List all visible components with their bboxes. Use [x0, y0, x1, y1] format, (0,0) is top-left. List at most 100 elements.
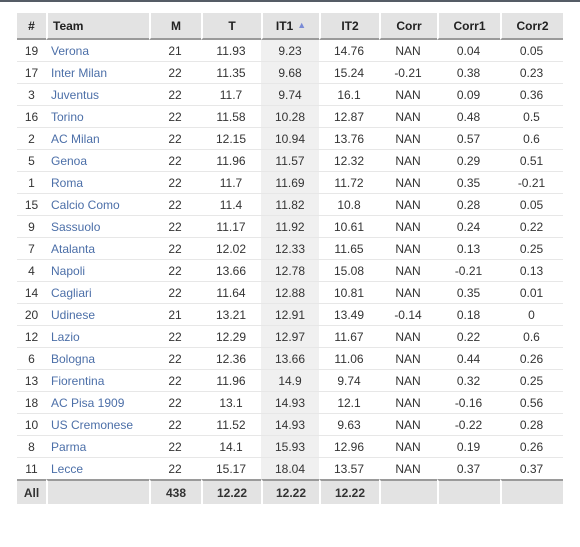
- column-header-corr2[interactable]: Corr2: [500, 13, 563, 40]
- cell-t: 12.29: [201, 326, 261, 348]
- cell-corr2: 0.26: [500, 436, 563, 458]
- column-header-t[interactable]: T: [201, 13, 261, 40]
- cell-t: 11.35: [201, 62, 261, 84]
- team-link[interactable]: Torino: [46, 106, 149, 128]
- team-link[interactable]: AC Milan: [46, 128, 149, 150]
- team-link[interactable]: Cagliari: [46, 282, 149, 304]
- cell-it1: 12.33: [261, 238, 319, 260]
- cell-it2: 9.74: [319, 370, 379, 392]
- cell-m: 22: [149, 260, 201, 282]
- cell-corr: NAN: [379, 260, 437, 282]
- cell-m: 22: [168, 461, 182, 476]
- column-header-team[interactable]: Team: [46, 13, 149, 40]
- team-link[interactable]: Udinese: [46, 304, 149, 326]
- cell-corr1: 0.24: [437, 216, 500, 238]
- cell-it2: 10.61: [319, 216, 379, 238]
- totals-t: 12.22: [201, 479, 261, 504]
- team-link[interactable]: Lazio: [46, 326, 149, 348]
- table-row: 14 Cagliari 22 11.64 12.88 10.81 NAN 0.35 0.01: [17, 282, 563, 304]
- cell-m: 22: [149, 370, 201, 392]
- column-header-corr1[interactable]: Corr1: [437, 13, 500, 40]
- table-row: 8 Parma 22 14.1 15.93 12.96 NAN 0.19 0.26: [17, 436, 563, 458]
- cell-rank: 13: [17, 370, 46, 392]
- cell-corr2: 0.01: [500, 282, 563, 304]
- cell-it1: 11.82: [261, 194, 319, 216]
- team-link[interactable]: Juventus: [46, 84, 149, 106]
- cell-t: 13.66: [201, 260, 261, 282]
- cell-corr2: 0.5: [500, 106, 563, 128]
- cell-rank: 1: [17, 172, 46, 194]
- cell-corr2: 0.51: [500, 150, 563, 172]
- cell-t: 11.64: [201, 282, 261, 304]
- cell-it2: 12.1: [319, 392, 379, 414]
- team-link[interactable]: Roma: [46, 172, 149, 194]
- team-link[interactable]: Atalanta: [46, 238, 149, 260]
- cell-corr1: -0.22: [437, 414, 500, 436]
- team-link[interactable]: Sassuolo: [46, 216, 149, 238]
- team-link[interactable]: Calcio Como: [46, 194, 149, 216]
- cell-m: 22: [149, 128, 201, 150]
- cell-corr2: 0.37: [519, 461, 544, 476]
- cell-corr: NAN: [395, 461, 421, 476]
- cell-corr: NAN: [379, 128, 437, 150]
- cell-rank: 2: [17, 128, 46, 150]
- cell-it2: 13.57: [333, 461, 365, 476]
- cell-corr1: -0.21: [437, 260, 500, 282]
- team-link[interactable]: Napoli: [46, 260, 149, 282]
- team-link[interactable]: Parma: [46, 436, 149, 458]
- cell-it2: 13.76: [319, 128, 379, 150]
- column-header-rank[interactable]: #: [17, 13, 46, 40]
- cell-corr2: 0.36: [500, 84, 563, 106]
- cell-corr2: 0.05: [500, 194, 563, 216]
- column-header-it2[interactable]: IT2: [319, 13, 379, 40]
- team-link[interactable]: Lecce: [51, 461, 84, 476]
- cell-it2: 15.08: [319, 260, 379, 282]
- cell-corr2: 0.28: [500, 414, 563, 436]
- cell-corr1: 0.04: [437, 40, 500, 62]
- cell-corr1: 0.35: [437, 172, 500, 194]
- cell-it1: 11.57: [261, 150, 319, 172]
- cell-corr1: 0.13: [437, 238, 500, 260]
- cell-it2: 11.67: [319, 326, 379, 348]
- cell-corr1: 0.35: [437, 282, 500, 304]
- cell-corr2: 0.6: [500, 326, 563, 348]
- cell-rank: 16: [17, 106, 46, 128]
- team-link[interactable]: US Cremonese: [46, 414, 149, 436]
- cell-m: 22: [149, 392, 201, 414]
- team-link[interactable]: Fiorentina: [46, 370, 149, 392]
- column-header-corr[interactable]: Corr: [379, 13, 437, 40]
- sort-ascending-icon: ▲: [297, 19, 307, 30]
- cell-m: 22: [149, 326, 201, 348]
- cell-t: 12.36: [201, 348, 261, 370]
- table-row: 1 Roma 22 11.7 11.69 11.72 NAN 0.35 -0.21: [17, 172, 563, 194]
- table-row: 16 Torino 22 11.58 10.28 12.87 NAN 0.48 0.5: [17, 106, 563, 128]
- cell-it1: 12.97: [261, 326, 319, 348]
- table-row: 9 Sassuolo 22 11.17 11.92 10.61 NAN 0.24 0.22: [17, 216, 563, 238]
- team-link[interactable]: Inter Milan: [46, 62, 149, 84]
- totals-corr2: [500, 479, 563, 504]
- cell-it2: 10.8: [319, 194, 379, 216]
- column-header-it1-label: IT1: [275, 18, 294, 33]
- cell-t: 11.7: [201, 172, 261, 194]
- team-link[interactable]: Bologna: [46, 348, 149, 370]
- cell-t: 13.21: [201, 304, 261, 326]
- cell-it2: 12.32: [319, 150, 379, 172]
- cell-corr1: 0.22: [437, 326, 500, 348]
- cell-rank: 12: [17, 326, 46, 348]
- team-link[interactable]: Verona: [46, 40, 149, 62]
- team-link[interactable]: AC Pisa 1909: [46, 392, 149, 414]
- cell-m: 22: [149, 238, 201, 260]
- cell-corr2: 0: [500, 304, 563, 326]
- cell-it2: 12.96: [319, 436, 379, 458]
- team-link[interactable]: Genoa: [46, 150, 149, 172]
- cell-corr: -0.21: [379, 62, 437, 84]
- cell-corr: NAN: [379, 326, 437, 348]
- cell-rank: 3: [17, 84, 46, 106]
- cell-m: 22: [149, 414, 201, 436]
- cell-m: 22: [149, 150, 201, 172]
- cell-corr1: 0.44: [437, 348, 500, 370]
- cell-corr1: 0.32: [437, 370, 500, 392]
- column-header-m[interactable]: M: [149, 13, 201, 40]
- table-row: 5 Genoa 22 11.96 11.57 12.32 NAN 0.29 0.51: [17, 150, 563, 172]
- column-header-it1[interactable]: IT1 ▲: [261, 13, 319, 40]
